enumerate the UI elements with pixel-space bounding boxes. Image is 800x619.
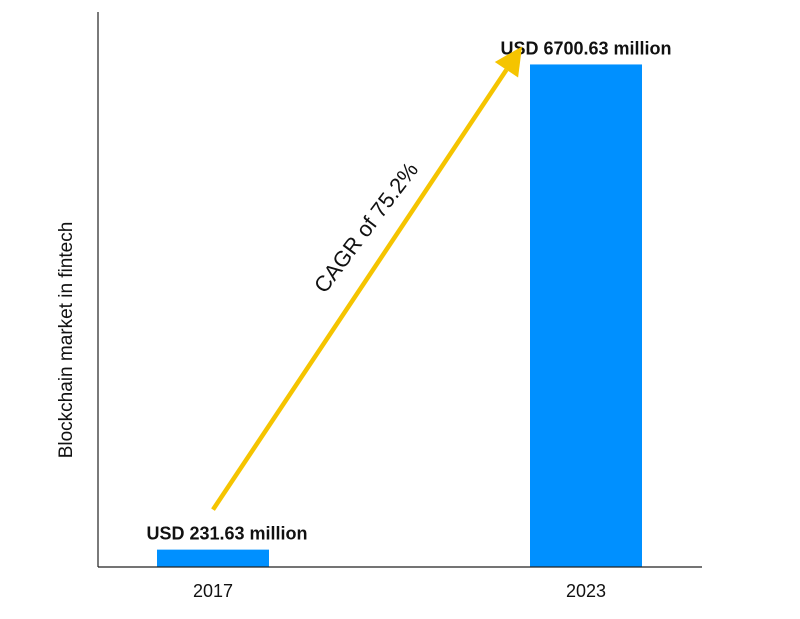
cagr-arrow-shaft [211, 68, 509, 511]
cagr-arrow-head [494, 46, 522, 78]
cagr-arrow [211, 46, 522, 511]
data-label-2017: USD 231.63 million [146, 524, 307, 544]
data-labels-group: USD 231.63 million USD 6700.63 million [146, 38, 671, 543]
x-tick-2023: 2023 [566, 581, 606, 601]
x-tick-labels-group: 2017 2023 [193, 581, 606, 601]
y-axis-label: Blockchain market in fintech [56, 222, 77, 459]
x-tick-2017: 2017 [193, 581, 233, 601]
data-label-2023: USD 6700.63 million [500, 38, 671, 58]
bars-group [157, 64, 642, 567]
bar-2017 [157, 549, 269, 567]
bar-2023 [530, 64, 642, 567]
